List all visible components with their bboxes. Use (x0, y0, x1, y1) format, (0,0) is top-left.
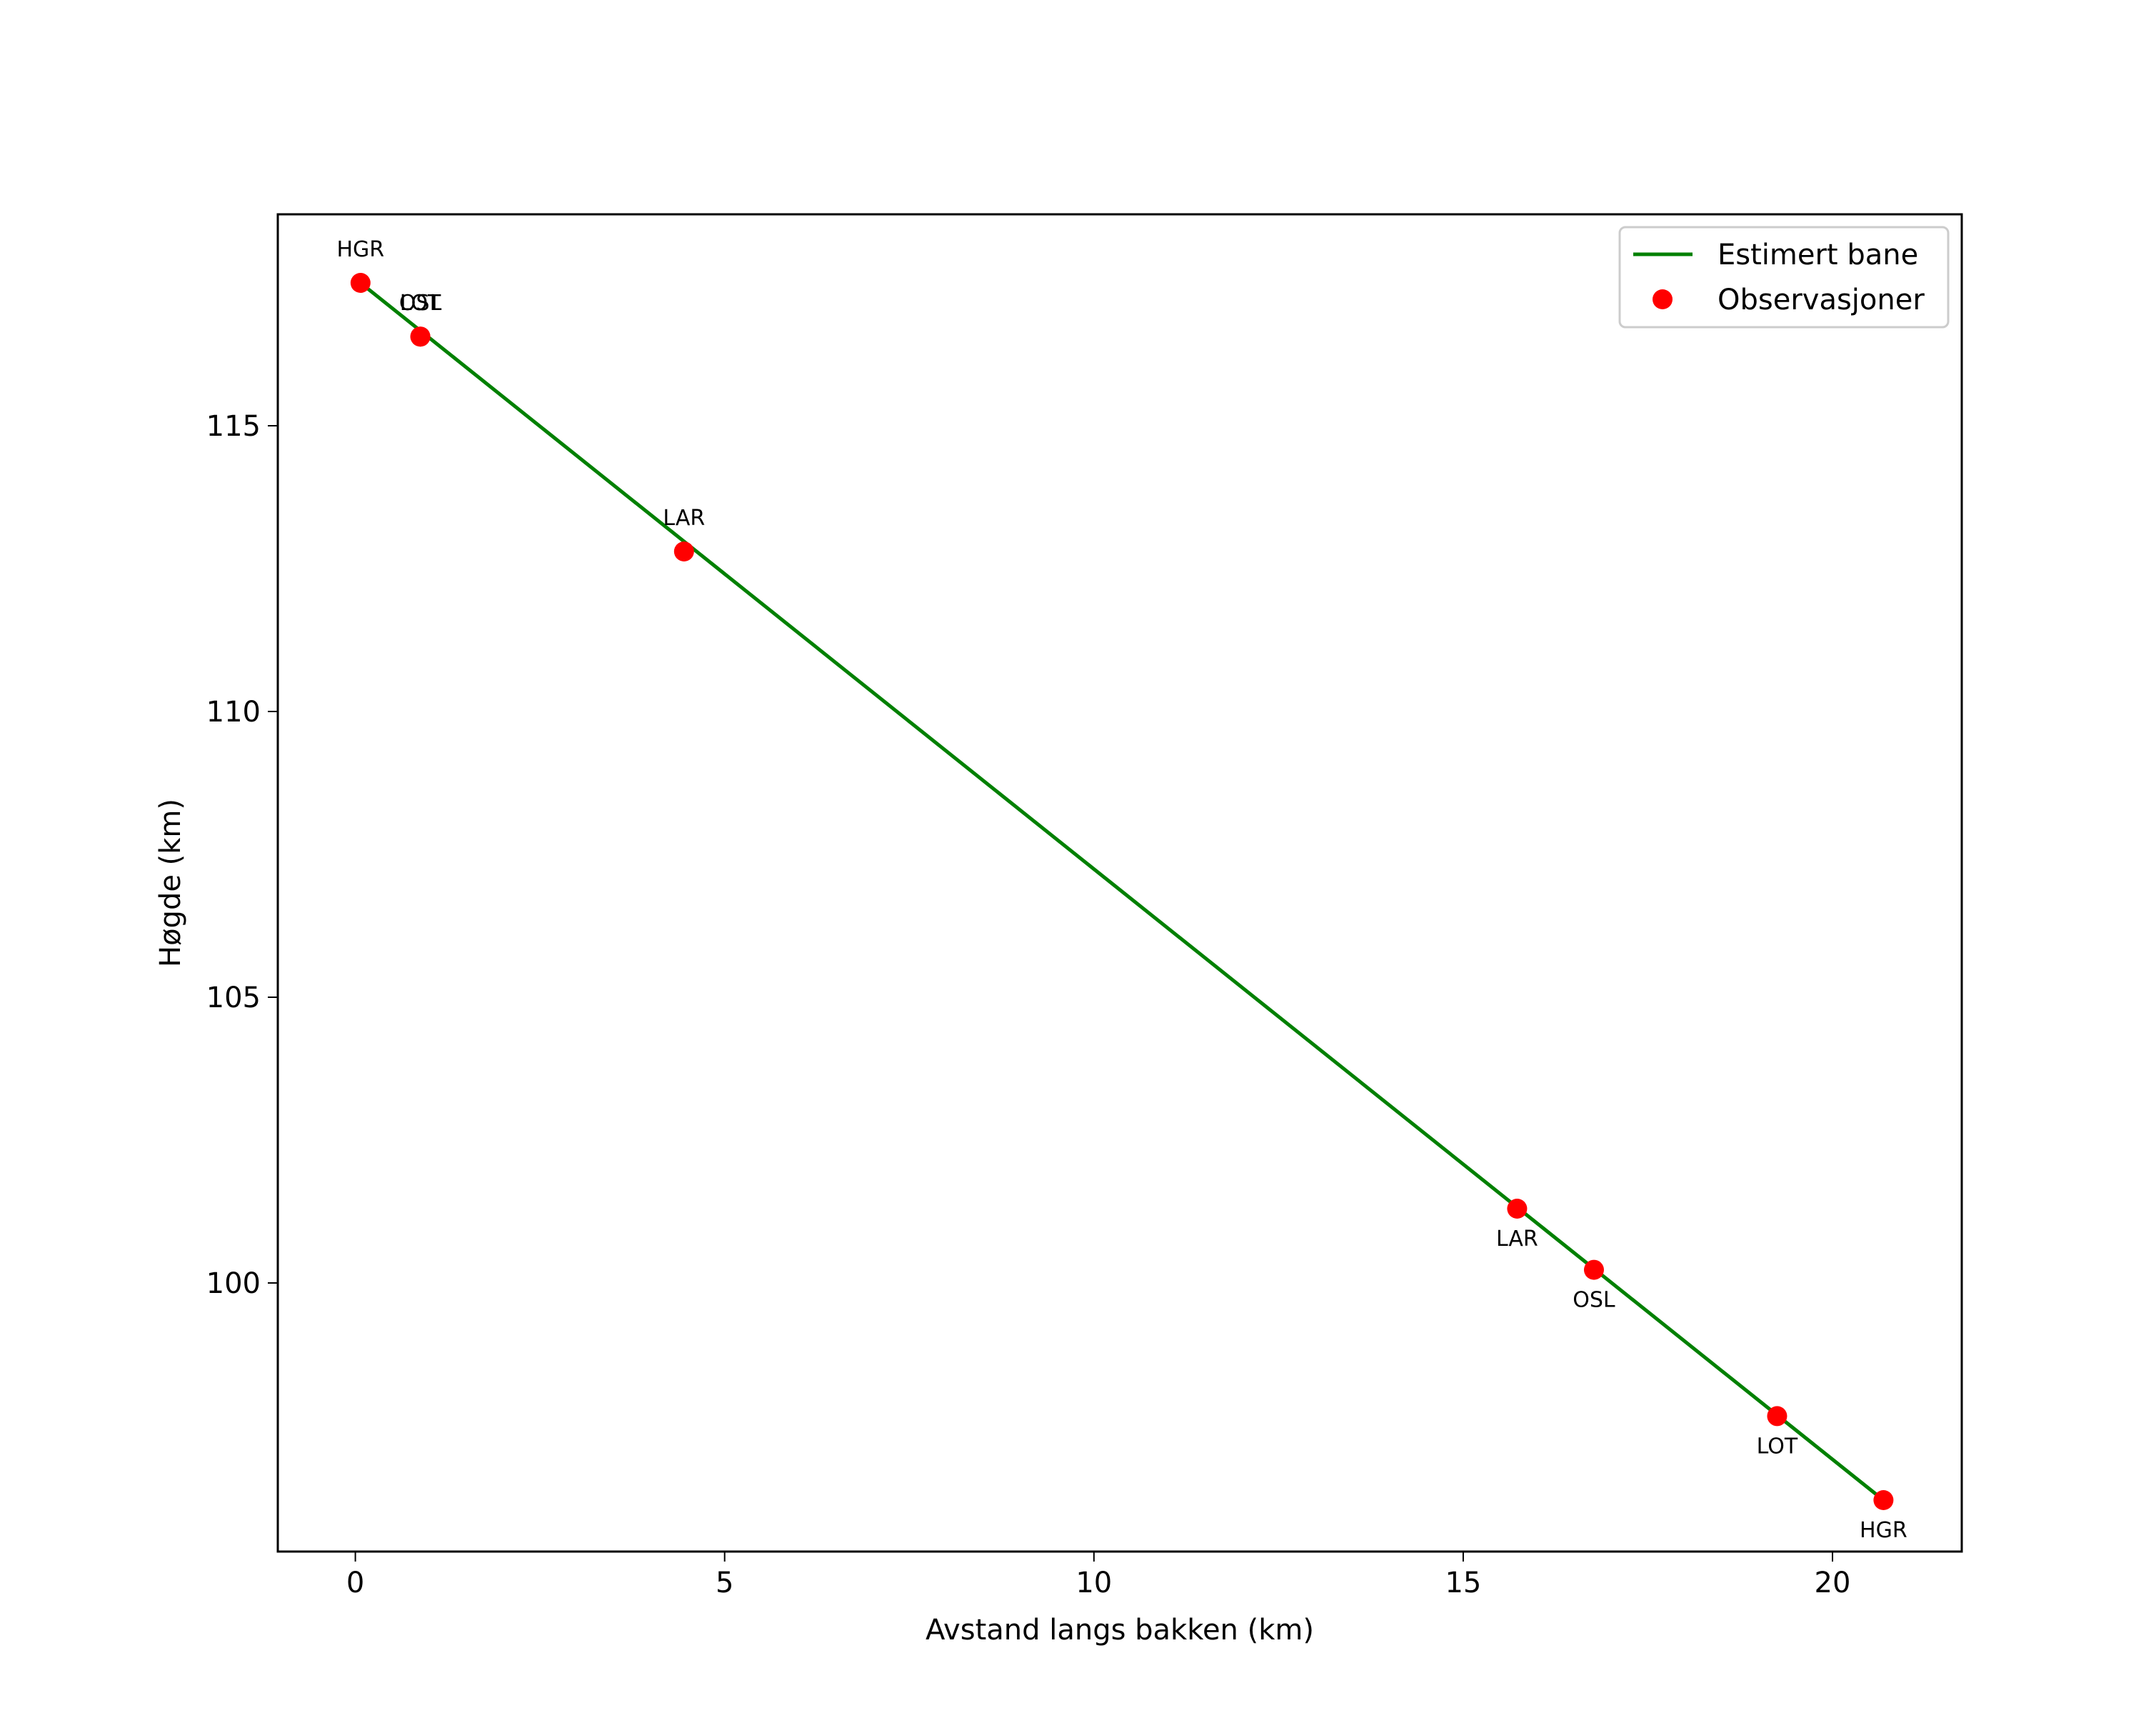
x-axis: 0 5 10 15 20 (346, 1552, 1851, 1599)
observation-label: HGR (337, 237, 385, 262)
y-axis: 100 105 110 115 (206, 410, 278, 1300)
y-tick-label: 105 (206, 982, 261, 1014)
observation-label: OSL (399, 291, 442, 316)
legend-box (1618, 226, 1950, 329)
axes-frame (276, 213, 1963, 1553)
legend-dot-icon (1653, 289, 1673, 309)
legend-label-estimated-path: Estimert bane (1718, 239, 1918, 271)
x-axis-label: Avstand langs bakken (km) (926, 1614, 1314, 1647)
observation-point (410, 326, 431, 347)
x-tick-label: 15 (1445, 1567, 1481, 1599)
x-tick-label: 5 (716, 1567, 733, 1599)
legend: Estimert bane Observasjoner (1618, 226, 1950, 329)
observation-label: HGR (1860, 1518, 1907, 1543)
estimated-path-line (359, 281, 1885, 1502)
observation-point (673, 541, 694, 561)
observation-point (1507, 1199, 1528, 1219)
x-tick-label: 0 (346, 1567, 364, 1599)
y-axis-label: Høgde (km) (154, 799, 187, 967)
y-tick-label: 100 (206, 1267, 261, 1300)
observation-label: OSL (1573, 1288, 1615, 1313)
legend-label-observations: Observasjoner (1718, 284, 1925, 316)
observation-label: LAR (663, 506, 705, 531)
x-tick-label: 20 (1815, 1567, 1851, 1599)
observation-point (1583, 1259, 1604, 1280)
observation-point (350, 273, 371, 293)
observation-label: LAR (1496, 1227, 1538, 1252)
observation-label: LOT (1757, 1434, 1798, 1459)
observation-label: LOT (400, 291, 441, 316)
observation-point (1767, 1406, 1788, 1427)
x-tick-label: 10 (1076, 1567, 1112, 1599)
y-tick-label: 110 (206, 696, 261, 729)
observation-point (1873, 1490, 1894, 1510)
y-tick-label: 115 (206, 410, 261, 443)
